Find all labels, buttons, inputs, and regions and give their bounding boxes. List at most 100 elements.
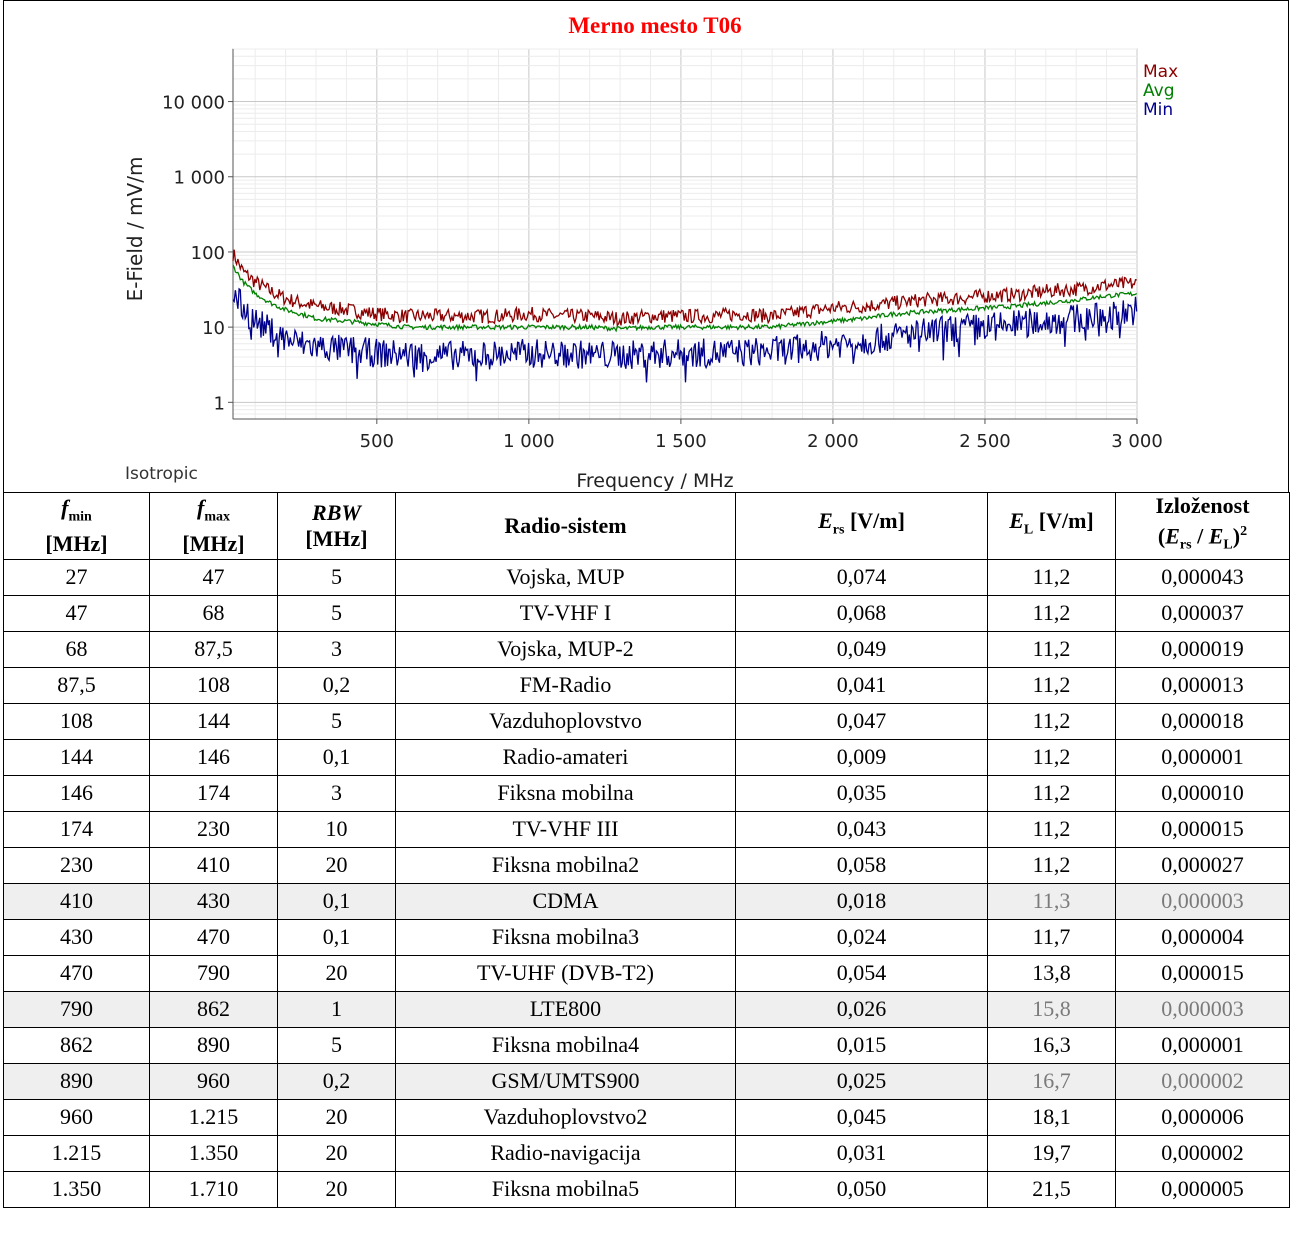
cell-el: 16,3 <box>987 1026 1116 1064</box>
table-row: 960 1.215 20 Vazduhoplovstvo2 0,045 18,1 0,000… <box>3 1098 1290 1136</box>
cell-fmin: 108 <box>3 702 150 740</box>
table-row: 1.215 1.350 20 Radio-navigacija 0,031 19,7 0,0… <box>3 1134 1290 1172</box>
cell-ers: 0,047 <box>735 702 988 740</box>
cell-fmin: 87,5 <box>3 666 150 704</box>
cell-exp: 0,000019 <box>1115 630 1290 668</box>
isotropic-label: Isotropic <box>125 464 198 484</box>
cell-el: 11,2 <box>987 558 1116 596</box>
cell-fmax: 68 <box>149 594 278 632</box>
cell-fmin: 1.350 <box>3 1170 150 1208</box>
cell-ers: 0,035 <box>735 774 988 812</box>
table-row: 430 470 0,1 Fiksna mobilna3 0,024 11,7 0,00000… <box>3 918 1290 956</box>
cell-exp: 0,000005 <box>1115 1170 1290 1208</box>
cell-rbw: 20 <box>277 1170 396 1208</box>
chart-panel: 500 1 000 1 500 2 000 2 500 3 000 1 10 100 1 000 1… <box>3 0 1289 492</box>
table-row: 862 890 5 Fiksna mobilna4 0,015 16,3 0,000001 <box>3 1026 1290 1064</box>
y-axis-label: E-Field / mV/m <box>123 157 147 302</box>
cell-fmin: 410 <box>3 882 150 920</box>
cell-el: 11,2 <box>987 738 1116 776</box>
cell-exp: 0,000010 <box>1115 774 1290 812</box>
cell-fmin: 68 <box>3 630 150 668</box>
cell-exp: 0,000027 <box>1115 846 1290 884</box>
cell-exp: 0,000004 <box>1115 918 1290 956</box>
cell-system: Fiksna mobilna5 <box>395 1170 736 1208</box>
cell-fmax: 87,5 <box>149 630 278 668</box>
cell-el: 11,7 <box>987 918 1116 956</box>
header-el: EL [V/m] <box>987 492 1116 560</box>
x-tick-label: 3 000 <box>1111 431 1163 452</box>
cell-fmax: 430 <box>149 882 278 920</box>
cell-system: Radio-amateri <box>395 738 736 776</box>
cell-el: 13,8 <box>987 954 1116 992</box>
series-line-min <box>232 287 1138 383</box>
cell-fmax: 410 <box>149 846 278 884</box>
cell-fmin: 790 <box>3 990 150 1028</box>
y-tick-label: 10 000 <box>162 93 225 114</box>
cell-ers: 0,050 <box>735 1170 988 1208</box>
cell-system: Fiksna mobilna4 <box>395 1026 736 1064</box>
cell-ers: 0,074 <box>735 558 988 596</box>
legend-max: Max <box>1143 62 1178 82</box>
cell-rbw: 5 <box>277 702 396 740</box>
cell-ers: 0,024 <box>735 918 988 956</box>
table-row: 27 47 5 Vojska, MUP 0,074 11,2 0,000043 <box>3 558 1290 596</box>
cell-el: 19,7 <box>987 1134 1116 1172</box>
cell-exp: 0,000002 <box>1115 1062 1290 1100</box>
cell-fmin: 174 <box>3 810 150 848</box>
x-tick-label: 2 500 <box>959 431 1011 452</box>
cell-ers: 0,018 <box>735 882 988 920</box>
table-body: 27 47 5 Vojska, MUP 0,074 11,2 0,000043 47 68 5 TV… <box>3 558 1290 1208</box>
cell-ers: 0,049 <box>735 630 988 668</box>
cell-rbw: 3 <box>277 630 396 668</box>
cell-rbw: 20 <box>277 1098 396 1136</box>
cell-fmax: 1.710 <box>149 1170 278 1208</box>
cell-system: GSM/UMTS900 <box>395 1062 736 1100</box>
x-tick-label: 2 000 <box>807 431 859 452</box>
legend-min: Min <box>1143 100 1173 120</box>
cell-el: 18,1 <box>987 1098 1116 1136</box>
table-row: 410 430 0,1 CDMA 0,018 11,3 0,000003 <box>3 882 1290 920</box>
cell-ers: 0,015 <box>735 1026 988 1064</box>
cell-ers: 0,058 <box>735 846 988 884</box>
cell-fmin: 146 <box>3 774 150 812</box>
y-tick-label: 10 <box>202 318 225 339</box>
cell-fmax: 144 <box>149 702 278 740</box>
cell-ers: 0,043 <box>735 810 988 848</box>
cell-ers: 0,041 <box>735 666 988 704</box>
series-line-avg <box>232 264 1138 333</box>
cell-fmin: 144 <box>3 738 150 776</box>
cell-fmin: 27 <box>3 558 150 596</box>
series-line-max <box>232 249 1137 328</box>
cell-ers: 0,054 <box>735 954 988 992</box>
cell-exp: 0,000001 <box>1115 738 1290 776</box>
cell-exp: 0,000018 <box>1115 702 1290 740</box>
cell-el: 11,2 <box>987 774 1116 812</box>
cell-ers: 0,025 <box>735 1062 988 1100</box>
cell-rbw: 20 <box>277 1134 396 1172</box>
chart-title: Merno mesto T06 <box>568 13 741 38</box>
cell-el: 11,3 <box>987 882 1116 920</box>
cell-fmax: 146 <box>149 738 278 776</box>
cell-system: Vojska, MUP-2 <box>395 630 736 668</box>
cell-system: FM-Radio <box>395 666 736 704</box>
cell-exp: 0,000043 <box>1115 558 1290 596</box>
table-row: 470 790 20 TV-UHF (DVB-T2) 0,054 13,8 0,000015 <box>3 954 1290 992</box>
header-fmin: fmin [MHz] <box>3 492 150 560</box>
cell-system: LTE800 <box>395 990 736 1028</box>
measurement-table: fmin [MHz] fmax [MHz] RBW [MHz] Radio-siste… <box>3 492 1290 1208</box>
table-row: 890 960 0,2 GSM/UMTS900 0,025 16,7 0,000002 <box>3 1062 1290 1100</box>
table-row: 174 230 10 TV-VHF III 0,043 11,2 0,000015 <box>3 810 1290 848</box>
cell-ers: 0,026 <box>735 990 988 1028</box>
cell-system: Fiksna mobilna <box>395 774 736 812</box>
cell-rbw: 0,2 <box>277 1062 396 1100</box>
cell-fmax: 174 <box>149 774 278 812</box>
cell-fmax: 108 <box>149 666 278 704</box>
header-ers: Ers [V/m] <box>735 492 988 560</box>
cell-exp: 0,000015 <box>1115 810 1290 848</box>
cell-ers: 0,045 <box>735 1098 988 1136</box>
header-rbw: RBW [MHz] <box>277 492 396 560</box>
cell-fmax: 230 <box>149 810 278 848</box>
cell-rbw: 5 <box>277 558 396 596</box>
cell-fmax: 790 <box>149 954 278 992</box>
